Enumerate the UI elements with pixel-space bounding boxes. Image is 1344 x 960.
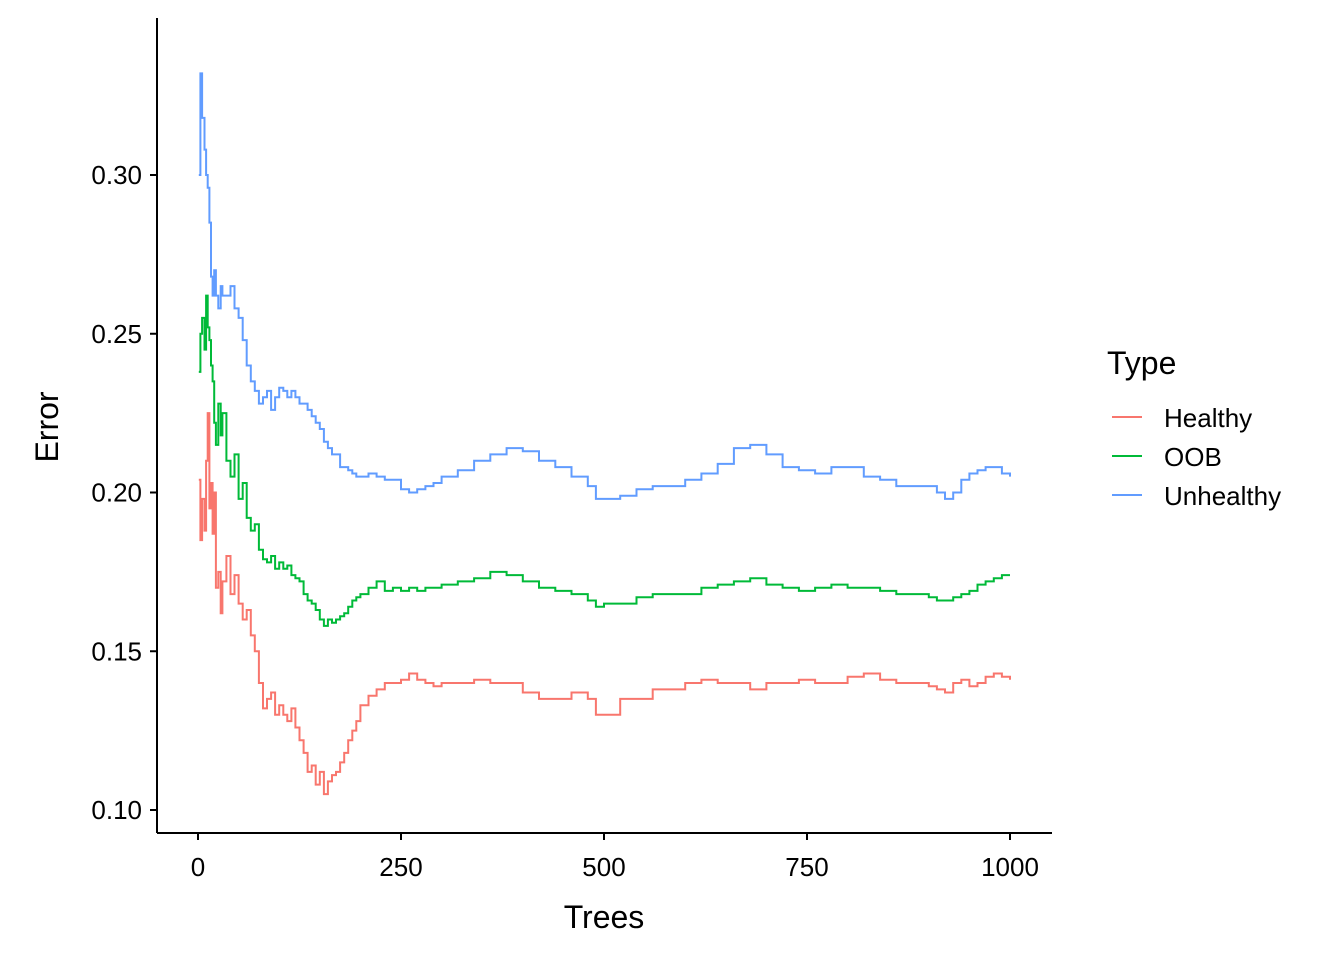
y-tick-label: 0.25 — [91, 319, 142, 349]
y-axis-ticks: 0.10 0.15 0.20 0.25 0.30 — [91, 160, 157, 825]
x-tick-label: 0 — [191, 852, 205, 882]
x-axis-title: Trees — [564, 899, 645, 935]
x-tick-label: 500 — [582, 852, 625, 882]
y-tick-label: 0.30 — [91, 160, 142, 190]
series-line-unhealthy — [198, 72, 1011, 500]
legend-title: Type — [1107, 345, 1176, 381]
y-tick-label: 0.20 — [91, 478, 142, 508]
y-axis-title: Error — [29, 391, 65, 462]
y-tick-label: 0.15 — [91, 636, 142, 666]
x-axis-ticks: 0 250 500 750 1000 — [191, 833, 1039, 882]
series-line-healthy — [198, 412, 1011, 796]
legend-label-healthy: Healthy — [1164, 403, 1252, 433]
legend-label-oob: OOB — [1164, 442, 1222, 472]
y-tick-label: 0.10 — [91, 795, 142, 825]
x-tick-label: 250 — [379, 852, 422, 882]
legend-label-unhealthy: Unhealthy — [1164, 481, 1281, 511]
plot-area — [198, 72, 1011, 796]
x-tick-label: 1000 — [981, 852, 1039, 882]
series-line-oob — [198, 294, 1010, 627]
x-tick-label: 750 — [785, 852, 828, 882]
legend: Type Healthy OOB Unhealthy — [1107, 345, 1281, 511]
